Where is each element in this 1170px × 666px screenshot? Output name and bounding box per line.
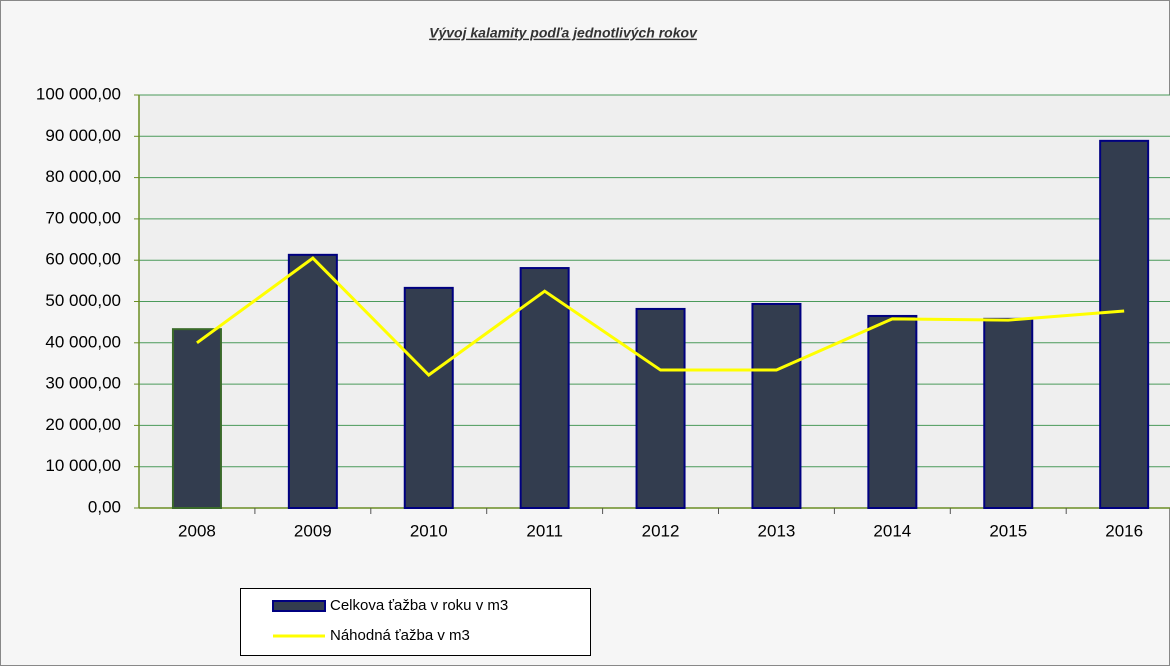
y-tick-label: 90 000,00 [45,126,121,145]
bar [867,314,918,509]
bar [1099,139,1150,510]
x-tick-label: 2016 [1105,521,1143,540]
bar [403,286,454,509]
y-tick-label: 80 000,00 [45,167,121,186]
bar [171,328,222,509]
legend-label: Celkova ťažba v roku v m3 [330,597,508,614]
y-tick-label: 70 000,00 [45,208,121,227]
bar [287,253,338,509]
line [196,256,1125,377]
chart-title: Vývoj kalamity podľa jednotlivých rokov [429,25,698,41]
x-tick-label: 2010 [410,521,448,540]
x-tick-label: 2013 [758,521,796,540]
bar [751,302,802,509]
x-tick-label: 2012 [642,521,680,540]
bar [635,307,686,509]
y-tick-label: 60 000,00 [45,250,121,269]
y-tick-label: 10 000,00 [45,456,121,475]
y-tick-label: 100 000,00 [36,84,121,103]
legend [240,588,591,656]
x-tick-label: 2009 [294,521,332,540]
legend-label: Náhodná ťažba v m3 [330,627,470,644]
x-tick-label: 2014 [873,521,911,540]
y-tick-label: 0,00 [88,497,121,516]
bar [519,267,570,509]
y-tick-label: 20 000,00 [45,415,121,434]
x-tick-label: 2015 [989,521,1027,540]
y-tick-label: 30 000,00 [45,374,121,393]
y-tick-label: 40 000,00 [45,332,121,351]
x-tick-label: 2011 [526,521,563,540]
bar [983,317,1034,510]
x-tick-label: 2008 [178,521,216,540]
y-tick-label: 50 000,00 [45,291,121,310]
legend-swatch [272,600,326,612]
